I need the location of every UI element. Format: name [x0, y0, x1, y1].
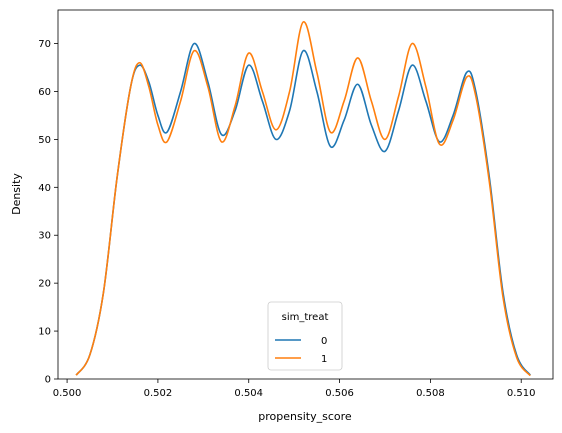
y-tick-label: 0 [45, 375, 51, 386]
x-axis-label: propensity_score [258, 410, 352, 423]
y-tick-label: 20 [38, 279, 51, 290]
y-tick-label: 30 [38, 231, 51, 242]
y-tick-label: 50 [38, 135, 51, 146]
x-tick-label: 0.510 [507, 388, 536, 399]
plot-frame [57, 9, 554, 380]
legend-title: sim_treat [282, 312, 329, 323]
x-tick-label: 0.508 [416, 388, 445, 399]
y-tick-label: 40 [38, 183, 51, 194]
x-axis-ticks: 0.500 0.502 0.504 0.506 0.508 0.510 [53, 379, 536, 399]
legend: sim_treat 0 1 [267, 301, 343, 371]
y-axis-ticks: 0 10 20 30 40 50 60 70 [38, 39, 58, 386]
plot-area: 0.500 0.502 0.504 0.506 0.508 0.510 010203040… [38, 9, 554, 399]
series-layer [75, 21, 531, 377]
series-line-1 [75, 21, 531, 377]
y-tick-label: 60 [38, 87, 51, 98]
legend-box [267, 301, 343, 371]
x-tick-label: 0.506 [325, 388, 354, 399]
x-tick-label: 0.500 [53, 388, 82, 399]
x-tick-label: 0.504 [234, 388, 263, 399]
x-tick-label: 0.502 [144, 388, 173, 399]
legend-label-series-0: 0 [321, 336, 327, 347]
y-tick-label: 10 [38, 327, 51, 338]
y-axis-label: Density [10, 173, 23, 215]
legend-label-series-1: 1 [321, 354, 327, 365]
y-tick-label: 70 [38, 39, 51, 50]
